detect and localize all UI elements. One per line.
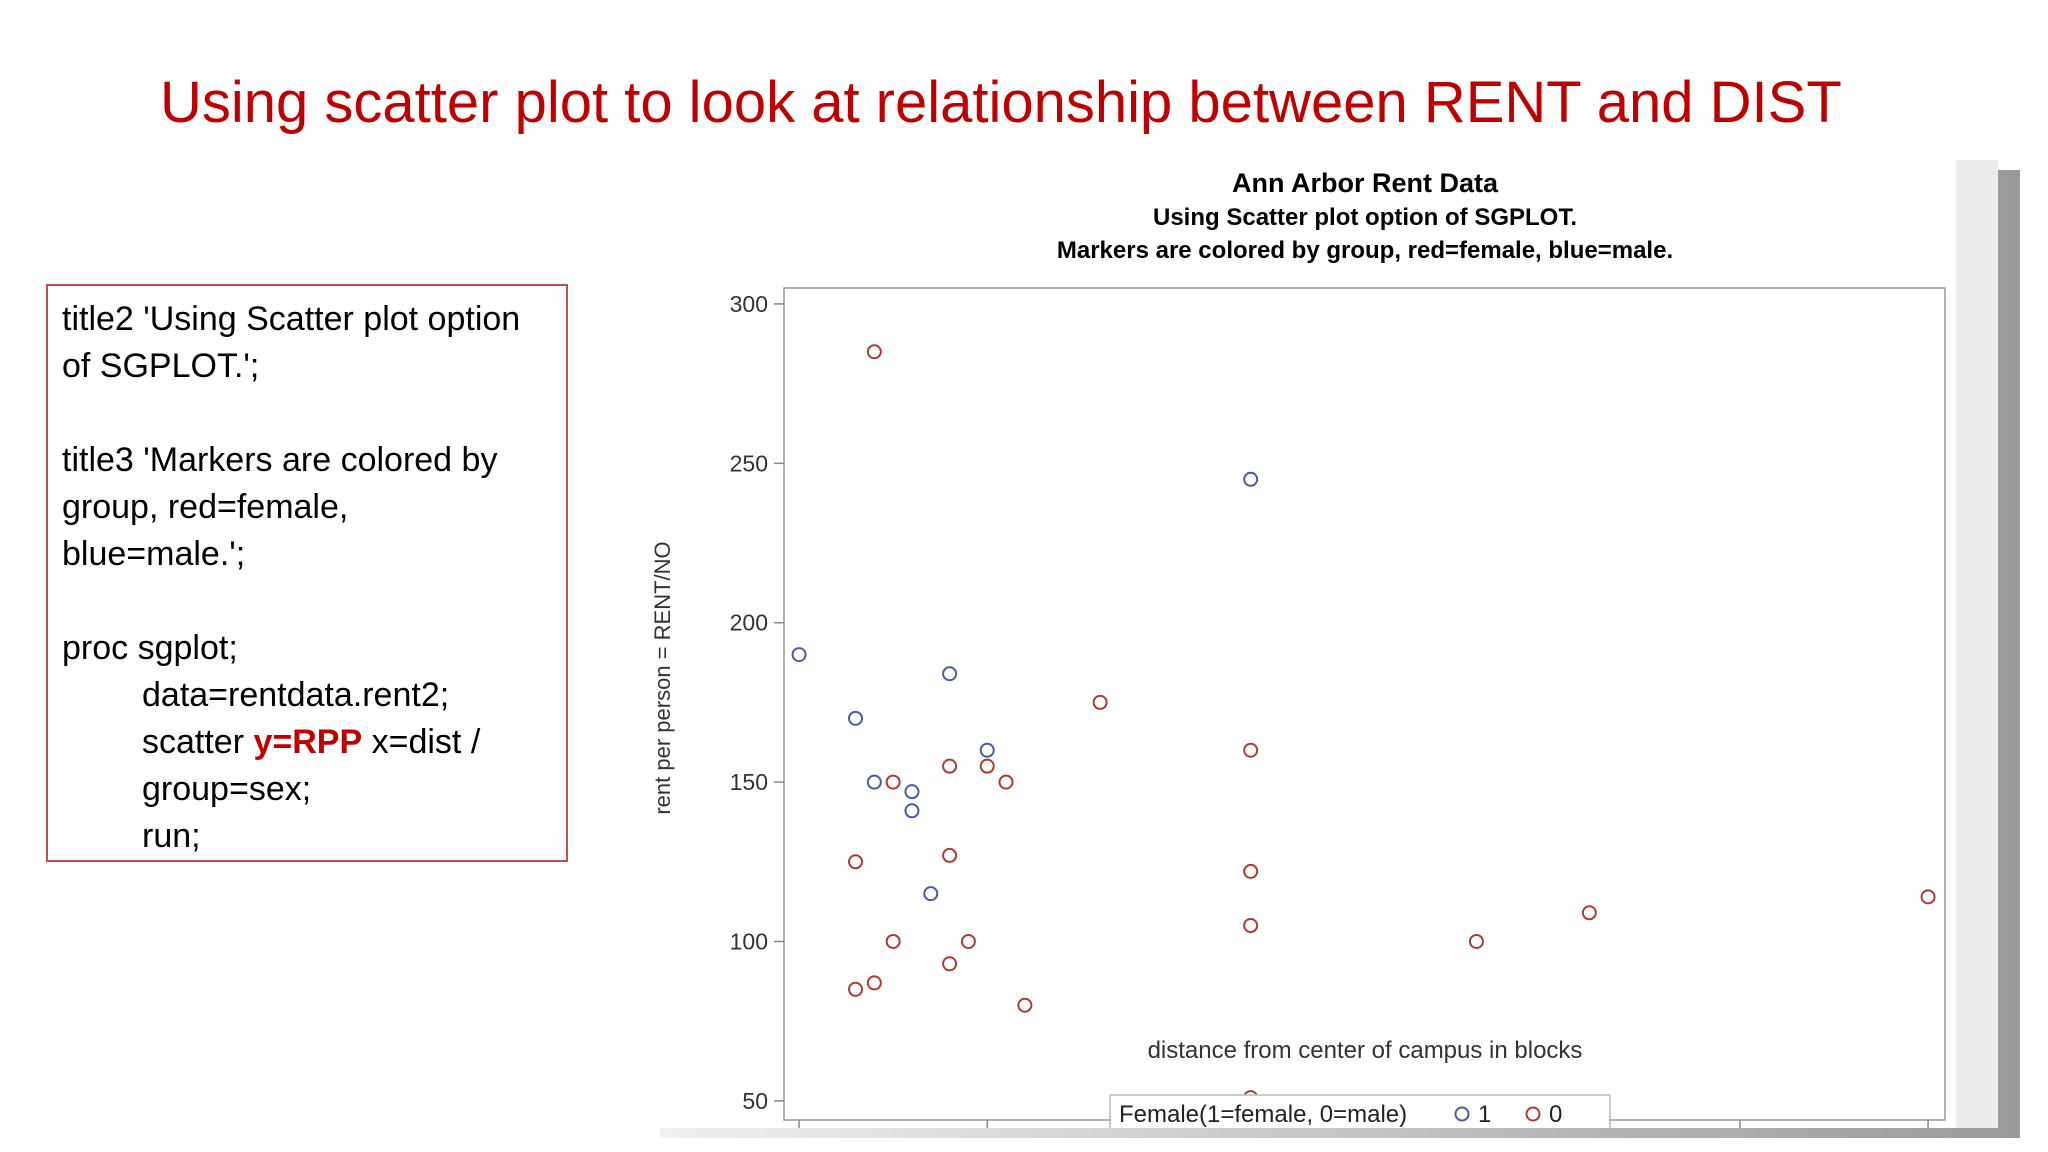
code-line: group, red=female, xyxy=(62,484,552,531)
code-line: proc sgplot; xyxy=(62,625,552,672)
code-line xyxy=(62,578,552,625)
data-point-group-1 xyxy=(1243,471,1259,487)
code-text: group=sex; xyxy=(142,770,312,808)
data-point-group-0 xyxy=(866,344,882,360)
data-point-group-0 xyxy=(885,933,901,949)
data-point-group-0 xyxy=(960,933,976,949)
data-point-group-1 xyxy=(848,710,864,726)
code-line: title3 'Markers are colored by xyxy=(62,437,552,484)
code-line: group=sex; xyxy=(62,766,552,813)
data-point-group-1 xyxy=(942,666,958,682)
data-point-group-0 xyxy=(942,758,958,774)
legend-label-0: 0 xyxy=(1549,1101,1562,1128)
chart-subtitle: Using Scatter plot option of SGPLOT. xyxy=(1153,204,1577,231)
data-point-group-1 xyxy=(904,784,920,800)
y-tick-label: 250 xyxy=(730,450,768,476)
y-tick-label: 150 xyxy=(730,769,768,795)
chart-figure: Ann Arbor Rent Data Using Scatter plot o… xyxy=(640,152,1956,1128)
code-text: run; xyxy=(142,817,201,855)
code-line: data=rentdata.rent2; xyxy=(62,672,552,719)
code-line: scatter y=RPP x=dist / xyxy=(62,719,552,766)
data-point-group-1 xyxy=(904,803,920,819)
y-tick-label: 50 xyxy=(742,1088,768,1114)
chart-subtitle2: Markers are colored by group, red=female… xyxy=(1057,237,1673,264)
code-line: of SGPLOT.'; xyxy=(62,343,552,390)
code-line: run; xyxy=(62,813,552,860)
data-point-group-0 xyxy=(1581,905,1597,921)
data-point-group-1 xyxy=(791,647,807,663)
slide-title: Using scatter plot to look at relationsh… xyxy=(160,70,1842,135)
legend-marker-1 xyxy=(1454,1106,1470,1122)
y-tick-label: 300 xyxy=(730,291,768,317)
code-line: title2 'Using Scatter plot option xyxy=(62,296,552,343)
legend: Female(1=female, 0=male) 1 0 xyxy=(1109,1094,1611,1128)
data-point-group-0 xyxy=(1017,997,1033,1013)
data-point-group-0 xyxy=(848,854,864,870)
data-point-group-1 xyxy=(979,742,995,758)
code-text: scatter xyxy=(142,723,254,761)
y-tick-label: 200 xyxy=(730,610,768,636)
code-text: data=rentdata.rent2; xyxy=(142,676,450,714)
code-line: blue=male.'; xyxy=(62,531,552,578)
data-point-group-0 xyxy=(1092,694,1108,710)
code-text: of SGPLOT.'; xyxy=(62,347,260,385)
code-text: title3 'Markers are colored by xyxy=(62,441,498,479)
data-point-group-0 xyxy=(1920,889,1936,905)
data-point-group-0 xyxy=(998,774,1014,790)
legend-label-1: 1 xyxy=(1478,1101,1491,1128)
data-point-group-0 xyxy=(942,847,958,863)
scatter-chart: Ann Arbor Rent Data Using Scatter plot o… xyxy=(650,168,1946,1128)
data-point-group-0 xyxy=(885,774,901,790)
code-text: proc sgplot; xyxy=(62,629,238,667)
x-axis-label: distance from center of campus in blocks xyxy=(1148,1037,1583,1064)
data-point-group-0 xyxy=(1243,863,1259,879)
data-point-group-1 xyxy=(866,774,882,790)
code-highlight: y=RPP xyxy=(253,723,363,761)
code-box: title2 'Using Scatter plot option of SGPL… xyxy=(46,284,568,862)
data-point-group-0 xyxy=(1468,933,1484,949)
code-text: title2 'Using Scatter plot option xyxy=(62,300,521,338)
y-tick-label: 100 xyxy=(730,928,768,954)
data-point-group-0 xyxy=(942,956,958,972)
legend-title: Female(1=female, 0=male) xyxy=(1119,1101,1407,1128)
chart-title: Ann Arbor Rent Data xyxy=(1232,168,1499,198)
data-point-group-0 xyxy=(848,981,864,997)
code-text: blue=male.'; xyxy=(62,535,246,573)
y-axis-label: rent per person = RENT/NO xyxy=(650,541,675,814)
data-point-group-1 xyxy=(923,886,939,902)
data-point-group-0 xyxy=(1243,918,1259,934)
legend-marker-0 xyxy=(1525,1106,1541,1122)
data-point-group-0 xyxy=(866,975,882,991)
code-text-after: x=dist / xyxy=(362,723,481,761)
code-text: group, red=female, xyxy=(62,488,349,526)
plot-frame xyxy=(783,287,1946,1121)
code-line xyxy=(62,390,552,437)
data-point-group-0 xyxy=(979,758,995,774)
data-point-group-0 xyxy=(1243,742,1259,758)
